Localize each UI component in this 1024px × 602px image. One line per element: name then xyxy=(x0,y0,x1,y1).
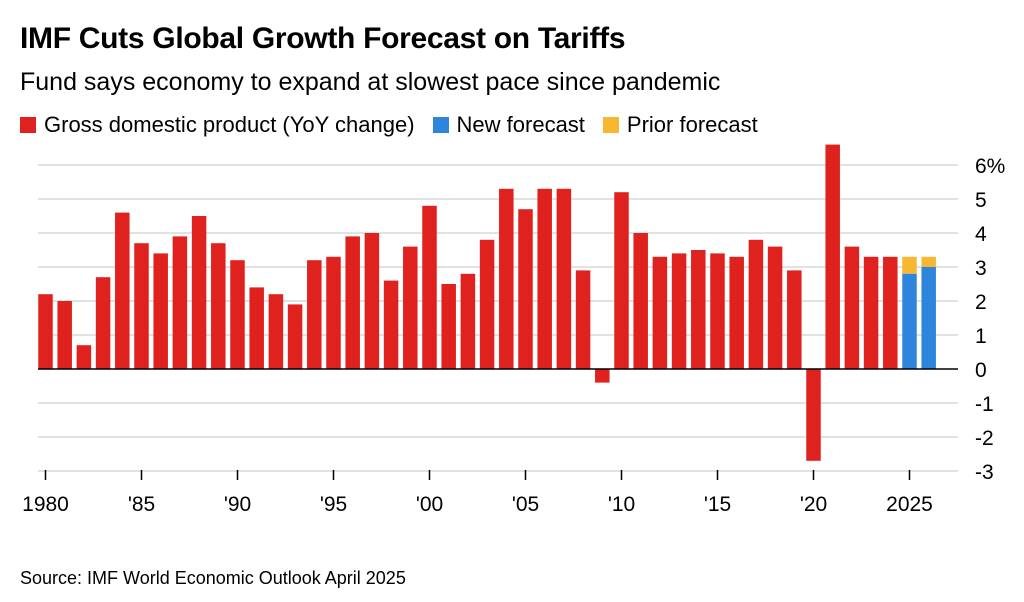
legend-item-new-forecast: New forecast xyxy=(432,112,585,138)
bar-gdp xyxy=(806,369,821,461)
bar-gdp xyxy=(383,280,399,369)
bar-gdp xyxy=(499,188,514,369)
bar-gdp xyxy=(556,188,572,369)
bar-gdp xyxy=(172,236,188,369)
bar-gdp xyxy=(287,304,303,369)
bar-gdp xyxy=(825,144,840,369)
bar-gdp xyxy=(95,277,111,369)
bar-gdp xyxy=(691,250,706,369)
y-tick-label: 2 xyxy=(975,291,987,314)
bar-gdp xyxy=(76,345,92,369)
bars xyxy=(38,144,936,461)
x-tick-label: '00 xyxy=(416,493,443,516)
legend-label-gdp: Gross domestic product (YoY change) xyxy=(44,112,415,137)
legend-label-prior-forecast: Prior forecast xyxy=(626,112,758,137)
bar-gdp xyxy=(883,256,898,369)
bar-gdp xyxy=(479,239,495,369)
legend-item-prior-forecast: Prior forecast xyxy=(602,112,758,138)
bar-gdp xyxy=(211,243,226,369)
bar-gdp xyxy=(326,256,341,369)
bar-gdp xyxy=(729,256,744,369)
bar-new-forecast xyxy=(902,273,917,369)
legend: Gross domestic product (YoY change) New … xyxy=(20,112,776,138)
bar-prior-forecast xyxy=(902,256,917,274)
y-tick-label: 3 xyxy=(975,257,987,280)
x-axis: 1980 '85 '90 '95 '00 '05 '10 '15 '20 2025 xyxy=(22,470,933,516)
gridlines xyxy=(38,164,958,472)
y-tick-label: 4 xyxy=(975,223,987,246)
bar-gdp xyxy=(307,260,322,369)
bar-gdp xyxy=(422,205,437,369)
bar-gdp xyxy=(268,294,284,369)
x-tick-label: '20 xyxy=(800,493,827,516)
bar-gdp xyxy=(537,188,552,369)
bar-gdp xyxy=(153,253,168,369)
bar-gdp xyxy=(403,246,418,369)
legend-label-new-forecast: New forecast xyxy=(456,112,585,137)
y-tick-label: -1 xyxy=(975,393,994,416)
chart-title: IMF Cuts Global Growth Forecast on Tarif… xyxy=(20,22,626,55)
x-tick-label: 2025 xyxy=(886,493,933,516)
bar-gdp xyxy=(518,209,533,369)
bar-gdp xyxy=(57,301,72,369)
bar-gdp xyxy=(633,233,648,369)
bar-gdp xyxy=(787,270,802,369)
y-tick-label: -2 xyxy=(975,427,994,450)
bar-gdp xyxy=(460,273,476,369)
y-tick-label: 1 xyxy=(975,325,987,348)
bar-gdp xyxy=(863,256,879,369)
x-tick-label: '95 xyxy=(320,493,347,516)
x-tick-label: '05 xyxy=(512,493,539,516)
y-axis: 6% 5 4 3 2 1 0 -1 -2 -3 xyxy=(975,155,1005,484)
x-tick-label: '90 xyxy=(224,493,251,516)
bar-gdp xyxy=(441,284,456,369)
bar-prior-forecast xyxy=(921,256,936,267)
bar-gdp xyxy=(115,212,130,369)
x-tick-label: '15 xyxy=(704,493,731,516)
bar-gdp xyxy=(652,256,668,369)
bar-gdp xyxy=(671,253,687,369)
bar-gdp xyxy=(38,294,53,369)
y-tick-label: 5 xyxy=(975,189,987,212)
bar-gdp xyxy=(710,253,725,369)
x-tick-label: '85 xyxy=(128,493,155,516)
bar-gdp xyxy=(614,192,629,369)
bar-gdp xyxy=(767,246,783,369)
bar-gdp xyxy=(364,233,380,369)
source-note: Source: IMF World Economic Outlook April… xyxy=(20,568,406,588)
legend-item-gdp: Gross domestic product (YoY change) xyxy=(20,112,415,138)
bar-gdp xyxy=(134,243,149,369)
bar-gdp xyxy=(748,239,764,369)
bar-gdp xyxy=(575,270,591,369)
legend-swatch-new-forecast xyxy=(432,117,449,133)
bar-gdp xyxy=(230,260,245,369)
bar-gdp xyxy=(249,287,264,369)
bar-gdp xyxy=(191,216,207,369)
bar-gdp xyxy=(844,246,860,369)
x-tick-label: 1980 xyxy=(22,493,69,516)
chart-subtitle: Fund says economy to expand at slowest p… xyxy=(20,68,721,96)
bar-new-forecast xyxy=(921,267,936,369)
y-tick-label: 0 xyxy=(975,359,987,382)
y-tick-label: -3 xyxy=(975,461,994,484)
bar-gdp xyxy=(595,369,610,383)
legend-swatch-prior-forecast xyxy=(602,117,619,133)
bar-gdp xyxy=(345,236,360,369)
y-tick-label: 6% xyxy=(975,155,1005,178)
legend-swatch-gdp xyxy=(20,117,36,133)
x-tick-label: '10 xyxy=(608,493,635,516)
